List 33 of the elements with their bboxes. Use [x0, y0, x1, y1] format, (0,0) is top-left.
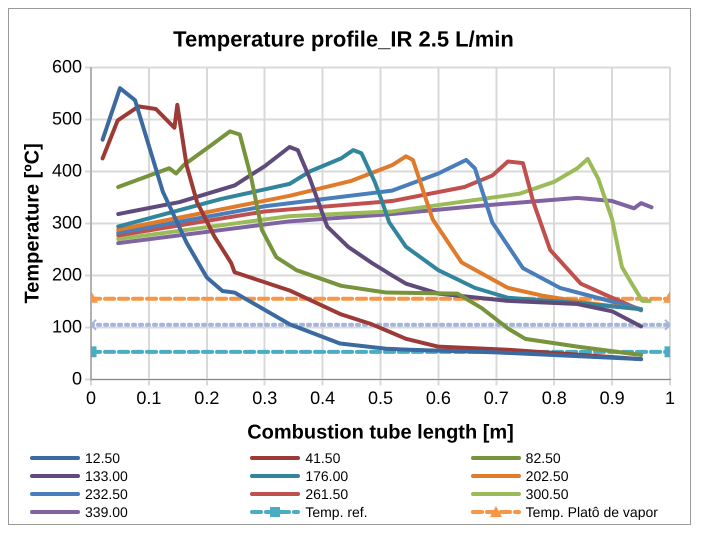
x-tick-label: 0.3 [252, 388, 278, 408]
y-tick-label: 0 [72, 368, 82, 388]
x-tick-label: 1 [664, 388, 676, 408]
y-tick-label: 300 [52, 212, 82, 232]
x-tick-label: 0.6 [426, 388, 451, 408]
legend-label: 176.00 [305, 468, 348, 484]
legend-label: 133.00 [85, 468, 128, 484]
chart-title: Temperature profile_IR 2.5 L/min [173, 26, 514, 52]
legend-label: 202.50 [526, 468, 568, 484]
x-tick-label: 0.1 [136, 388, 162, 408]
legend-label: 12.50 [85, 450, 120, 466]
x-tick-label: 0.2 [194, 388, 220, 408]
x-tick-label: 0.8 [542, 388, 567, 408]
legend-label: Temp. Platô de vapor [526, 504, 658, 520]
y-tick-label: 500 [52, 108, 82, 128]
x-axis-title: Combustion tube length [m] [247, 422, 514, 444]
legend-label: 300.50 [526, 486, 568, 502]
legend-label: 41.50 [305, 450, 340, 466]
legend-label: 261.50 [305, 486, 348, 502]
x-tick-label: 0.7 [484, 388, 509, 408]
x-tick-label: 0.9 [600, 388, 625, 408]
legend-label: 82.50 [526, 450, 561, 466]
x-tick-label: 0.5 [368, 388, 394, 408]
legend-label: 232.50 [85, 486, 128, 502]
y-tick-label: 200 [52, 264, 82, 284]
y-tick-label: 400 [52, 160, 82, 180]
x-tick-label: 0.4 [310, 388, 336, 408]
y-tick-label: 600 [52, 56, 82, 76]
y-axis-title: Temperature [ºC] [22, 143, 44, 304]
legend-label: 339.00 [85, 504, 128, 520]
y-tick-label: 100 [52, 316, 82, 336]
x-tick-label: 0 [86, 388, 96, 408]
legend-label: Temp. ref. [305, 504, 368, 520]
